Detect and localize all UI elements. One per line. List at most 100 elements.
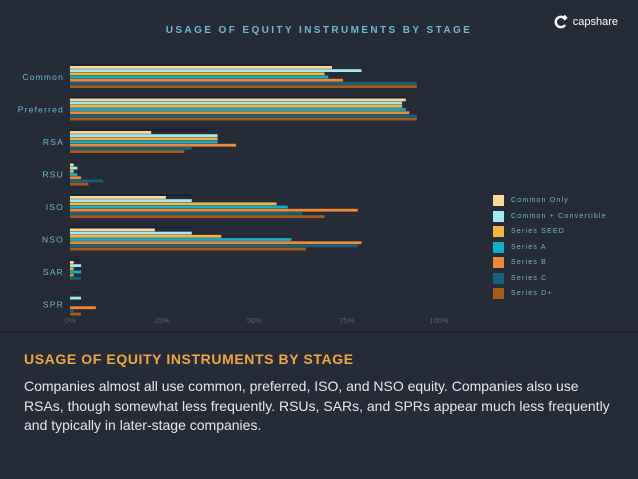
bar-series-a (70, 75, 329, 79)
legend-label: Series D+ (511, 290, 553, 298)
bar-series-seed (70, 234, 222, 238)
bar-common-convertible (70, 166, 78, 170)
legend-item: Series A (493, 240, 607, 256)
legend-label: Series B (511, 259, 548, 267)
brand-logo: capshare (553, 14, 618, 30)
legend-item: Series D+ (493, 286, 607, 302)
bar-series-c (70, 244, 358, 248)
legend-label: Series SEED (511, 228, 566, 236)
divider (0, 331, 638, 333)
bar-series-c (70, 179, 104, 183)
description-title: USAGE OF EQUITY INSTRUMENTS BY STAGE (24, 351, 354, 367)
group-marker-line (70, 226, 192, 229)
x-tick-label: 0% (65, 316, 76, 325)
bar-series-d- (70, 117, 417, 121)
bar-series-b (70, 143, 237, 147)
group-marker-line (70, 259, 82, 261)
bar-series-b (70, 78, 344, 82)
description-panel: USAGE OF EQUITY INSTRUMENTS BY STAGE Com… (0, 333, 638, 479)
bar-series-d- (70, 182, 89, 186)
bar-series-seed (70, 169, 74, 173)
bar-common-only (70, 163, 74, 167)
x-tick-label: 50% (247, 316, 262, 325)
bar-series-a (70, 173, 78, 176)
legend-label: Common + Convertible (511, 212, 607, 220)
bar-common-convertible (70, 199, 192, 202)
category-label: SPR (43, 300, 64, 310)
legend-item: Series SEED (493, 224, 607, 240)
bar-series-b (70, 208, 358, 212)
bar-series-c (70, 147, 192, 150)
description-body: Companies almost all use common, preferr… (24, 378, 610, 433)
bar-series-a (70, 270, 82, 274)
legend-item: Common + Convertible (493, 209, 607, 225)
bar-common-convertible (70, 101, 403, 105)
legend-swatch (493, 241, 504, 253)
group-marker-line (70, 291, 82, 294)
group-marker-line (70, 129, 211, 131)
bar-series-b (70, 111, 410, 115)
bar-series-c (70, 212, 303, 215)
legend-item: Series B (493, 255, 607, 271)
x-tick-label: 75% (339, 316, 354, 325)
category-label: Common (22, 72, 64, 82)
category-label: ISO (46, 202, 64, 212)
legend-swatch (493, 210, 504, 222)
chart-legend: Common Only Common + Convertible Series SE… (493, 193, 607, 302)
chart-title: USAGE OF EQUITY INSTRUMENTS BY STAGE (165, 25, 473, 36)
brand-name: capshare (572, 16, 618, 28)
bar-series-d- (70, 247, 307, 251)
legend-swatch (493, 272, 504, 284)
bar-common-convertible (70, 134, 218, 137)
legend-label: Common Only (511, 197, 569, 205)
bar-common-convertible (70, 69, 362, 72)
bar-series-b (70, 306, 96, 310)
category-label: SAR (43, 267, 64, 277)
legend-label: Series A (511, 243, 547, 251)
category-label: RSA (43, 137, 64, 147)
legend-item: Series C (493, 271, 607, 287)
bar-series-seed (70, 267, 74, 271)
capshare-logo-icon (554, 14, 568, 29)
legend-label: Series C (511, 274, 548, 282)
bar-series-b (70, 241, 362, 245)
legend-swatch (493, 195, 504, 207)
group-marker-line (70, 161, 78, 164)
bar-series-b (70, 176, 82, 180)
bar-series-seed (70, 202, 277, 206)
bar-series-a (70, 140, 218, 144)
bar-common-convertible (70, 264, 82, 267)
x-tick-label: 100% (429, 316, 449, 325)
bar-common-convertible (70, 231, 192, 235)
chart-panel: USAGE OF EQUITY INSTRUMENTS BY STAGE cap… (17, 14, 618, 325)
group-marker-line (70, 96, 406, 99)
bar-series-c (70, 309, 74, 313)
bar-series-d- (70, 312, 82, 316)
bar-series-d- (70, 85, 417, 88)
bar-series-seed (70, 104, 403, 108)
legend-item: Common Only (493, 193, 607, 209)
bar-series-c (70, 82, 417, 85)
bar-series-c (70, 114, 417, 118)
bar-series-d- (70, 150, 185, 153)
category-label: NSO (42, 235, 64, 245)
category-label: Preferred (18, 105, 64, 115)
bar-series-seed (70, 137, 218, 141)
legend-swatch (493, 288, 504, 300)
bar-common-only (70, 228, 155, 232)
bar-series-seed (70, 72, 325, 76)
legend-swatch (493, 257, 504, 269)
legend-swatch (493, 226, 504, 238)
bar-common-only (70, 261, 74, 264)
bar-common-only (70, 131, 152, 134)
bar-series-a (70, 238, 292, 241)
category-label: RSU (42, 170, 64, 180)
bar-series-a (70, 205, 288, 209)
bar-common-only (70, 196, 166, 199)
bar-series-d- (70, 215, 325, 218)
group-marker-line (70, 194, 192, 196)
bar-series-b (70, 273, 74, 277)
bar-common-only (70, 98, 406, 102)
